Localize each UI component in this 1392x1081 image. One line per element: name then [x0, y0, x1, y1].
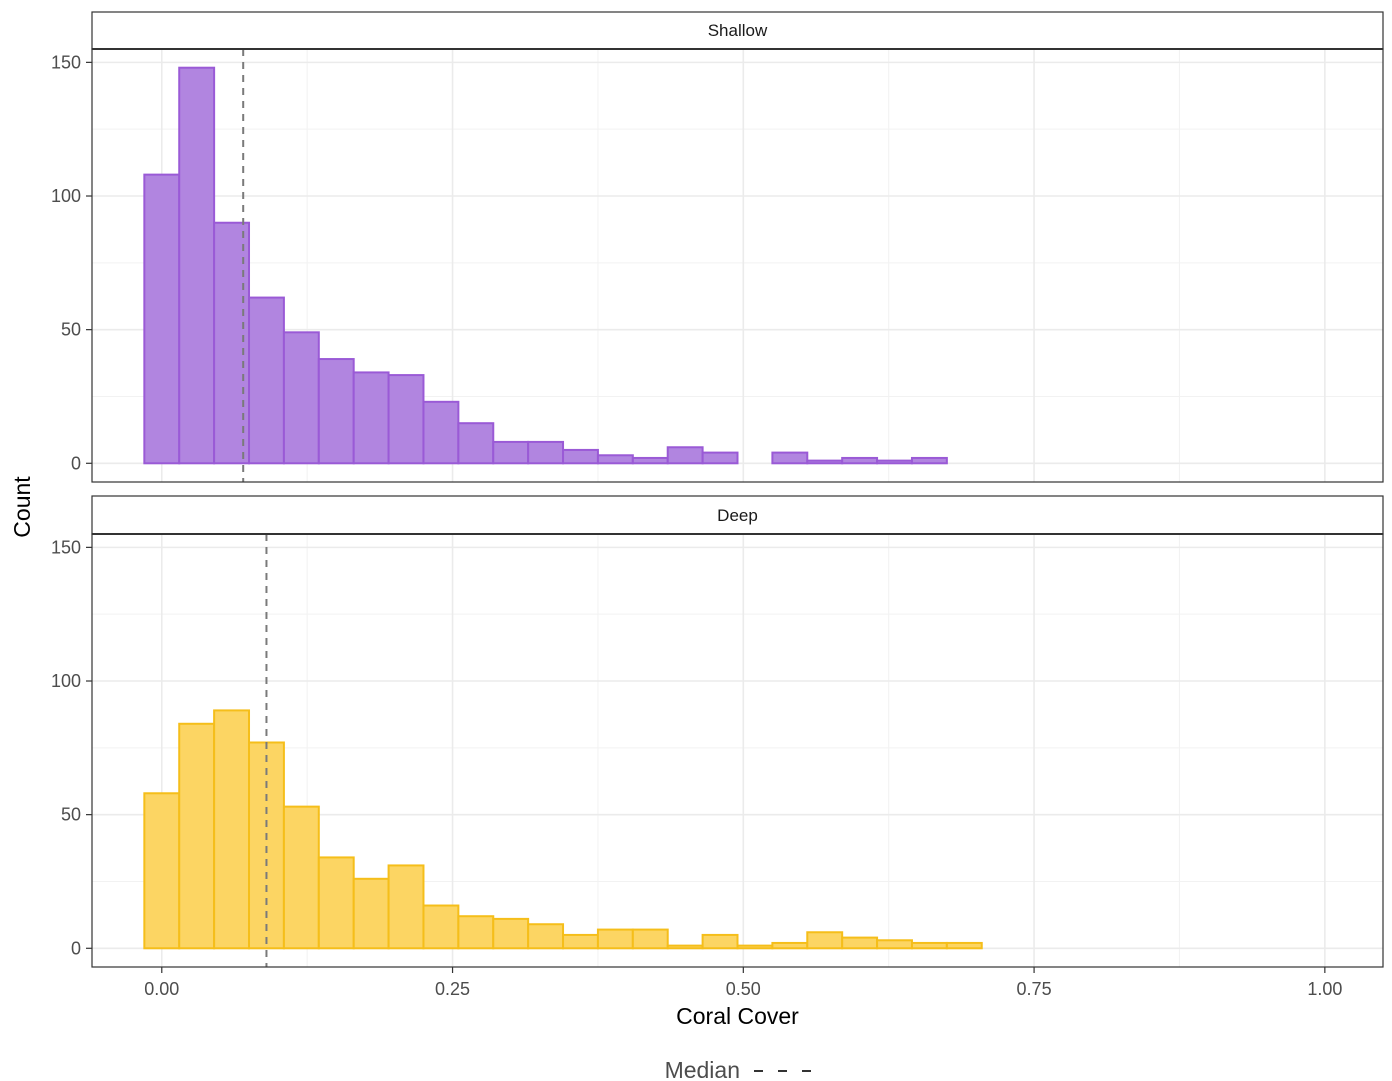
y-tick-label: 150	[51, 52, 81, 72]
histogram-bar	[910, 941, 948, 950]
histogram-bar	[841, 936, 879, 950]
histogram-bar	[666, 446, 704, 465]
y-tick-label: 0	[71, 938, 81, 958]
histogram-bar	[213, 709, 251, 950]
histogram-bar	[701, 933, 739, 950]
legend-label: Median	[665, 1057, 740, 1081]
histogram-bar	[352, 371, 390, 465]
y-axis-shallow: 0 50 100 150	[51, 52, 92, 473]
y-axis-title: Count	[9, 476, 35, 538]
strip-label-deep: Deep	[717, 506, 758, 525]
strip-deep	[91, 495, 1384, 535]
legend: Median	[665, 1057, 824, 1081]
histogram-bar	[457, 422, 495, 465]
x-tick-label: 0.75	[1017, 979, 1052, 999]
histogram-bar	[945, 941, 983, 950]
histogram-bar	[562, 933, 599, 950]
histogram-bar	[841, 456, 879, 465]
histogram-bar	[771, 451, 809, 465]
histogram-bar	[457, 915, 495, 950]
x-tick-label: 1.00	[1307, 979, 1342, 999]
histogram-bar	[910, 456, 948, 465]
histogram-bar	[143, 792, 181, 950]
histogram-bar	[596, 454, 634, 465]
histogram-bar	[527, 440, 565, 465]
histogram-bar	[806, 459, 844, 465]
y-tick-label: 150	[51, 537, 81, 557]
histogram-bar	[736, 944, 774, 950]
histogram-bar	[387, 864, 425, 950]
histogram-bar	[317, 358, 355, 465]
y-tick-label: 0	[71, 453, 81, 473]
bars-shallow	[143, 66, 948, 465]
histogram-bar	[143, 173, 181, 465]
histogram-bar	[352, 877, 390, 950]
histogram-bar	[876, 459, 913, 465]
strip-label-shallow: Shallow	[708, 21, 768, 40]
histogram-bar	[562, 448, 599, 465]
histogram-bar	[492, 440, 530, 465]
x-tick-label: 0.00	[144, 979, 179, 999]
histogram-bar	[876, 939, 913, 950]
panel-deep: Deep 0 50 100 150	[51, 495, 1384, 968]
x-axis: 0.00 0.25 0.50 0.75 1.00	[144, 967, 1342, 999]
histogram-bar	[596, 928, 634, 950]
histogram-bar	[422, 400, 460, 465]
histogram-bar	[387, 374, 425, 465]
histogram-bar	[282, 331, 320, 465]
histogram-bar	[666, 944, 704, 950]
x-tick-label: 0.25	[435, 979, 470, 999]
y-tick-label: 50	[61, 320, 81, 340]
histogram-bar	[248, 296, 285, 465]
x-tick-label: 0.50	[726, 979, 761, 999]
histogram-bar	[422, 904, 460, 950]
gridlines-shallow	[92, 49, 1383, 482]
histogram-bar	[806, 931, 844, 950]
histogram-bar	[317, 856, 355, 950]
x-axis-title: Coral Cover	[676, 1003, 799, 1029]
y-axis-deep: 0 50 100 150	[51, 537, 92, 958]
histogram-bar	[282, 805, 320, 950]
y-tick-label: 100	[51, 186, 81, 206]
histogram-bar	[178, 66, 216, 465]
bars-deep	[143, 709, 983, 950]
histogram-bar	[771, 941, 809, 950]
histogram-bar	[492, 917, 530, 950]
histogram-bar	[178, 722, 216, 950]
histogram-bar	[701, 451, 739, 465]
histogram-bar	[527, 923, 565, 950]
histogram-bar	[631, 928, 669, 950]
strip-shallow	[91, 11, 1384, 50]
histogram-bar	[631, 456, 669, 465]
panel-shallow: Shallow 0 50 100 150	[51, 11, 1384, 483]
y-tick-label: 100	[51, 671, 81, 691]
y-tick-label: 50	[61, 805, 81, 825]
